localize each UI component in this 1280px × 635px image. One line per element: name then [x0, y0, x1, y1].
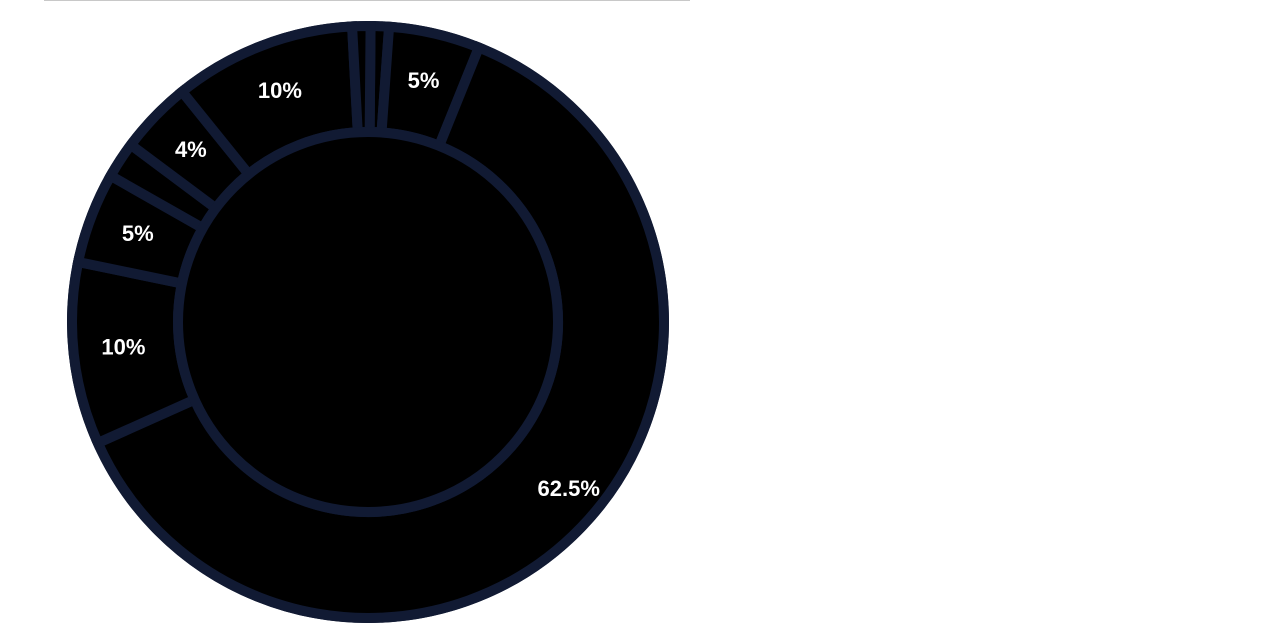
slice-label-3: 62.5%: [538, 476, 600, 501]
slice-label-5: 5%: [122, 221, 154, 246]
slice-label-7: 4%: [175, 137, 207, 162]
slice-label-2: 5%: [408, 68, 440, 93]
slice-label-8: 10%: [258, 78, 302, 103]
slice-label-4: 10%: [101, 334, 145, 359]
chart-labels: 5% 62.5% 10% 5% 4% 10%: [101, 68, 599, 501]
donut-hole: [173, 127, 563, 517]
donut-slice-9: [346, 21, 376, 138]
top-divider-line: [44, 0, 690, 1]
